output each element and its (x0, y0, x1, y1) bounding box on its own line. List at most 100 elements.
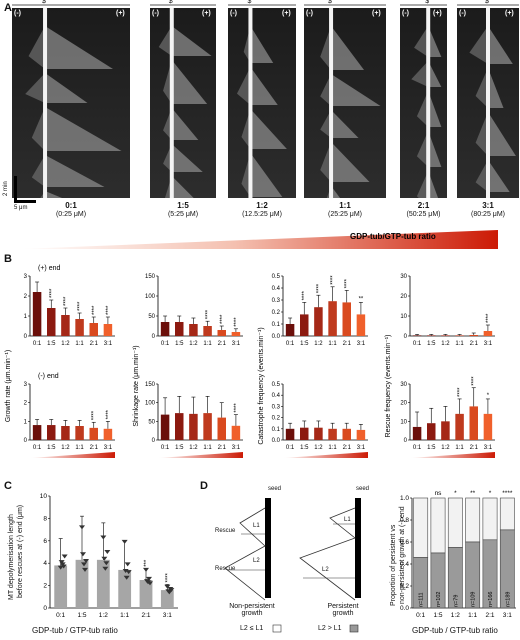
kymo-growth-wedge (171, 176, 194, 198)
significance-marker: **** (234, 317, 240, 327)
bar (455, 335, 464, 336)
kymograph-ratio: 2:1 (417, 201, 430, 210)
significance-marker: **** (49, 288, 55, 298)
significance-marker: **** (165, 572, 171, 582)
y-tick-label: 0.0 (400, 605, 409, 612)
significance-marker: * (489, 490, 492, 497)
rescue-label-2: Rescue (215, 566, 236, 572)
bar-nonpersistent (447, 497, 463, 548)
x-tick-label: 2:1 (470, 341, 479, 347)
kymo-growth-wedge (488, 26, 513, 64)
kymo-seed (169, 8, 174, 198)
x-tick-label: 1:1 (328, 341, 337, 347)
x-tick-label: 0:1 (413, 341, 422, 347)
y-tick-label: 0.0 (272, 334, 281, 340)
ratio-ramp (283, 452, 368, 458)
kymograph-concentration: (80:25 μM) (471, 211, 505, 218)
x-tick-label: 0:1 (413, 445, 422, 451)
kymograph-3 (228, 8, 296, 198)
panel-d-xlabel: GDP-tub / GTP-tub ratio (412, 626, 498, 635)
bar-persistent (465, 541, 481, 609)
significance-marker: **** (316, 283, 322, 293)
kymo-minus-wedge (416, 171, 429, 198)
y-tick-label: 0 (24, 334, 28, 340)
significance-marker: **** (234, 403, 240, 413)
kymograph-traces (158, 8, 212, 198)
x-tick-label: 1:5 (47, 445, 56, 451)
data-point (57, 565, 64, 570)
x-tick-label: 1:5 (47, 341, 56, 347)
data-point (124, 562, 131, 567)
minus-end-label: (-) (402, 10, 409, 17)
kymo-minus-wedge (320, 142, 332, 182)
significance-marker: * (454, 490, 457, 497)
x-tick-label: 3:1 (104, 341, 113, 347)
y-tick-label: 0 (152, 334, 156, 340)
kymo-minus-wedge (31, 107, 46, 151)
key-dark-box (349, 624, 359, 633)
x-tick-label: 3:1 (484, 445, 493, 451)
bar-persistent (447, 547, 463, 609)
kymo-minus-wedge (320, 110, 332, 138)
bar (160, 590, 174, 608)
kymo-growth-wedge (171, 108, 199, 140)
bar (139, 580, 153, 608)
kymo-growth-wedge (171, 60, 208, 104)
kymograph-ratio: 1:5 (177, 201, 189, 210)
y-tick-label: 0 (404, 334, 408, 340)
bar (47, 308, 56, 336)
x-tick-label: 1:2 (441, 445, 450, 451)
plus-end-title: (+) end (38, 265, 60, 272)
persistent-caption: Persistent growth (327, 603, 359, 617)
panel-c-chart: 0 2 4 6 8 10 0:1 1:5 1:2 1:1 *** 2:1 **** 3:1 (40, 493, 178, 619)
persistence-schematic (224, 498, 361, 633)
data-point (123, 575, 130, 580)
significance-marker: **** (92, 305, 98, 315)
data-point (103, 561, 110, 566)
bar (356, 314, 366, 336)
n-label: n=189 (505, 592, 511, 607)
bar (300, 314, 309, 336)
y-tick-label: 1 (24, 314, 28, 320)
seed-bar-right (355, 498, 361, 598)
kymo-minus-wedge (416, 91, 429, 127)
significance-marker: ns (435, 490, 443, 497)
x-tick-label: 0:1 (286, 445, 295, 451)
kymograph-ratio: 1:1 (339, 201, 351, 210)
kymo-growth-wedge (45, 191, 63, 198)
y-tick-label: 2 (24, 401, 28, 407)
seed-marker: $ (425, 0, 430, 5)
y-tick-label: 2 (24, 294, 28, 300)
y-tick-label: 3 (24, 274, 28, 280)
kymograph-4 (304, 8, 386, 198)
bar (342, 428, 351, 440)
kymo-growth-wedge (331, 110, 359, 138)
bar (75, 319, 84, 336)
kymo-minus-wedge (236, 67, 251, 105)
x-tick-label: 1:2 (99, 612, 108, 619)
bar (469, 335, 478, 336)
kymograph-traces (25, 8, 122, 198)
significance-marker: *** (144, 559, 150, 567)
kymo-growth-wedge (331, 186, 341, 198)
ratio-ramp (30, 452, 115, 458)
n-label: n=102 (436, 592, 442, 607)
x-tick-label: 0:1 (161, 445, 170, 451)
y-tick-label: 3 (24, 382, 28, 388)
l1-label-left: L1 (253, 523, 260, 529)
x-tick-label: 3:1 (232, 341, 241, 347)
x-tick-label: 1:5 (77, 612, 86, 619)
plus-end-label: (+) (433, 10, 442, 17)
kymo-growth-wedge (331, 142, 370, 182)
data-point (59, 562, 66, 567)
panel-c-xlabel: GDP-tub / GTP-tub ratio (32, 626, 118, 635)
significance-marker: **** (502, 490, 513, 497)
seed-bracket (400, 4, 447, 6)
y-tick-label: 100 (145, 401, 156, 407)
bar-nonpersistent (482, 497, 498, 541)
x-tick-label: 1:2 (314, 445, 323, 451)
bar (314, 307, 323, 336)
x-tick-label: 3:1 (104, 445, 113, 451)
panel-label-b: B (4, 253, 12, 265)
kymo-minus-wedge (163, 144, 172, 172)
